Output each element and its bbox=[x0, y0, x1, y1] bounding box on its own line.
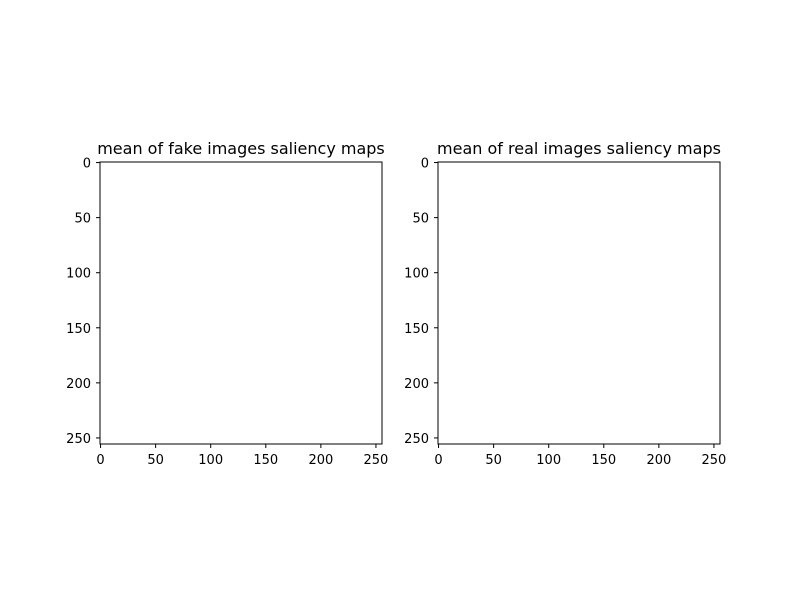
panel-fake-x-axis: 0 50 100 150 200 250 bbox=[96, 444, 388, 468]
x-tick-label: 250 bbox=[364, 453, 389, 468]
y-tick-label: 100 bbox=[404, 267, 429, 282]
y-tick-label: 150 bbox=[66, 322, 91, 337]
x-tick-label: 0 bbox=[434, 453, 442, 468]
panel-real-frame bbox=[437, 161, 721, 445]
panel-fake-frame bbox=[99, 161, 383, 445]
x-tick-label: 50 bbox=[147, 453, 164, 468]
x-tick-label: 100 bbox=[536, 453, 561, 468]
x-tick-label: 0 bbox=[96, 453, 104, 468]
y-tick-label: 50 bbox=[412, 212, 429, 227]
panel-real: mean of real images saliency maps 0 50 100… bbox=[404, 139, 726, 468]
y-tick-label: 250 bbox=[66, 432, 91, 447]
y-tick-label: 200 bbox=[66, 377, 91, 392]
panel-real-y-axis: 0 50 100 150 200 250 bbox=[404, 157, 438, 447]
x-tick-label: 50 bbox=[485, 453, 502, 468]
panel-fake-title: mean of fake images saliency maps bbox=[97, 139, 385, 158]
x-tick-label: 150 bbox=[253, 453, 278, 468]
panel-fake: mean of fake images saliency maps 0 50 100… bbox=[66, 139, 388, 468]
panel-fake-image-area bbox=[100, 162, 382, 444]
y-tick-label: 250 bbox=[404, 432, 429, 447]
y-tick-label: 0 bbox=[421, 157, 429, 172]
y-tick-label: 50 bbox=[74, 212, 91, 227]
y-tick-label: 100 bbox=[66, 267, 91, 282]
panel-real-x-axis: 0 50 100 150 200 250 bbox=[434, 444, 726, 468]
x-tick-label: 200 bbox=[308, 453, 333, 468]
panel-real-title: mean of real images saliency maps bbox=[437, 139, 721, 158]
y-tick-label: 150 bbox=[404, 322, 429, 337]
x-tick-label: 100 bbox=[198, 453, 223, 468]
panel-fake-y-axis: 0 50 100 150 200 250 bbox=[66, 157, 100, 447]
panel-real-image-area bbox=[438, 162, 720, 444]
y-tick-label: 0 bbox=[83, 157, 91, 172]
x-tick-label: 150 bbox=[591, 453, 616, 468]
x-tick-label: 250 bbox=[702, 453, 727, 468]
x-tick-label: 200 bbox=[646, 453, 671, 468]
y-tick-label: 200 bbox=[404, 377, 429, 392]
